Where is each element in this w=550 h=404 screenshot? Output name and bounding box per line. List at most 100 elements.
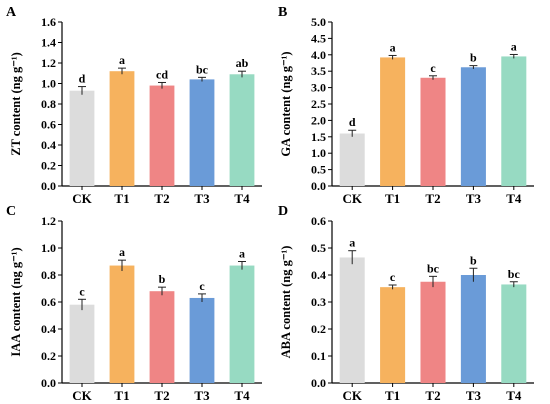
bar-t3: [460, 67, 486, 186]
y-tick-label: 0.4: [41, 138, 56, 152]
y-tick-label: 1.5: [311, 130, 326, 144]
bar-t1: [380, 57, 406, 187]
significance-letter: a: [349, 236, 355, 250]
y-axis-title: GA content (ng g⁻¹): [279, 51, 293, 156]
y-tick-label: 0.0: [41, 179, 56, 193]
panel-label: A: [6, 5, 17, 20]
significance-letter: a: [239, 247, 245, 261]
x-tick-label: T1: [385, 388, 400, 403]
y-tick-label: 3.5: [311, 64, 326, 78]
x-tick-label: CK: [72, 191, 92, 206]
significance-letter: c: [390, 270, 396, 284]
significance-letter: c: [199, 279, 205, 293]
x-tick-label: T3: [194, 191, 210, 206]
y-tick-label: 0.6: [41, 118, 56, 132]
significance-letter: ab: [236, 56, 249, 70]
x-tick-label: CK: [72, 388, 92, 403]
y-tick-label: 3.0: [311, 81, 326, 95]
bar-ck: [339, 257, 365, 383]
bar-t2: [149, 85, 175, 186]
y-axis-title: IAA content (ng g⁻¹): [9, 247, 23, 356]
y-tick-label: 4.5: [311, 31, 326, 45]
significance-letter: cd: [156, 67, 168, 81]
x-tick-label: T1: [385, 191, 400, 206]
x-tick-label: T4: [506, 388, 522, 403]
y-tick-label: 1.2: [41, 56, 56, 70]
y-tick-label: 0.4: [311, 268, 326, 282]
chart-panel-d: D 0.0 0.1 0.2 0.3 0.4 0.5 0.6 ABA content (ng g⁻…: [278, 204, 534, 403]
bar-t1: [109, 265, 135, 383]
significance-letter: b: [470, 253, 477, 267]
bar-t3: [189, 297, 215, 383]
y-tick-label: 0.0: [311, 179, 326, 193]
bar-ck: [69, 304, 95, 383]
y-tick-label: 2.5: [311, 97, 326, 111]
chart-panel-c: C 0.0 0.2 0.4 0.6 0.8 1.0 1.2 IAA content (ng g⁻…: [6, 204, 262, 403]
y-tick-label: 0.8: [41, 268, 56, 282]
y-tick-label: 4.0: [311, 48, 326, 62]
y-tick-label: 0.6: [41, 295, 56, 309]
x-tick-label: T4: [234, 191, 250, 206]
y-tick-label: 5.0: [311, 15, 326, 29]
x-tick-label: T4: [234, 388, 250, 403]
y-tick-label: 1.0: [41, 77, 56, 91]
y-tick-label: 0.4: [41, 322, 56, 336]
x-tick-label: T2: [425, 388, 440, 403]
y-tick-label: 0.2: [311, 322, 326, 336]
y-tick-label: 0.5: [311, 163, 326, 177]
x-tick-label: CK: [342, 388, 362, 403]
bar-t4: [229, 74, 255, 186]
y-axis-title: ZT content (ng g⁻¹): [9, 52, 23, 156]
chart-panel-b: B 0.0 0.5 1.0 1.5 2.0 2.5 3.0 3.5 4.0 4.5 5.0 GA con…: [278, 5, 534, 206]
bar-t2: [149, 291, 175, 383]
y-axis-title: ABA content (ng g⁻¹): [279, 246, 293, 359]
chart-panel-a: A 0.0 0.2 0.4 0.6 0.8 1.0 1.2 1.4 1.6 ZT content (…: [6, 5, 262, 206]
bar-ck: [339, 133, 365, 186]
y-tick-label: 0.3: [311, 295, 326, 309]
x-tick-label: T3: [466, 191, 482, 206]
x-tick-label: T1: [114, 191, 129, 206]
x-tick-label: T2: [425, 191, 440, 206]
bar-t1: [109, 71, 135, 186]
significance-letter: d: [349, 115, 356, 129]
y-tick-label: 1.6: [41, 15, 56, 29]
significance-letter: a: [119, 53, 125, 67]
significance-letter: c: [430, 61, 436, 75]
x-tick-label: T2: [154, 388, 169, 403]
y-tick-label: 0.6: [311, 214, 326, 228]
x-tick-label: T3: [194, 388, 210, 403]
x-tick-label: T4: [506, 191, 522, 206]
bar-ck: [69, 90, 95, 186]
bar-t1: [380, 287, 406, 383]
y-tick-label: 1.2: [41, 214, 56, 228]
significance-letter: bc: [427, 261, 440, 275]
significance-letter: bc: [196, 62, 209, 76]
bar-t3: [460, 275, 486, 383]
bar-t2: [420, 77, 446, 186]
x-tick-label: T3: [466, 388, 482, 403]
bar-t3: [189, 79, 215, 186]
y-tick-label: 0.0: [311, 376, 326, 390]
significance-letter: a: [511, 39, 517, 53]
panel-label: B: [278, 5, 287, 20]
panel-label: C: [6, 204, 16, 219]
y-tick-label: 0.5: [311, 241, 326, 255]
bar-t2: [420, 281, 446, 383]
significance-letter: b: [470, 51, 477, 65]
y-tick-label: 0.2: [41, 349, 56, 363]
significance-letter: bc: [508, 267, 521, 281]
panel-label: D: [278, 204, 288, 219]
y-tick-label: 0.8: [41, 97, 56, 111]
y-tick-label: 1.4: [41, 36, 56, 50]
significance-letter: d: [79, 72, 86, 86]
x-tick-label: T2: [154, 191, 169, 206]
y-tick-label: 0.2: [41, 159, 56, 173]
y-tick-label: 1.0: [311, 146, 326, 160]
y-tick-label: 0.0: [41, 376, 56, 390]
x-tick-label: T1: [114, 388, 129, 403]
significance-letter: a: [119, 245, 125, 259]
y-tick-label: 1.0: [41, 241, 56, 255]
y-tick-label: 2.0: [311, 113, 326, 127]
y-tick-label: 0.1: [311, 349, 326, 363]
